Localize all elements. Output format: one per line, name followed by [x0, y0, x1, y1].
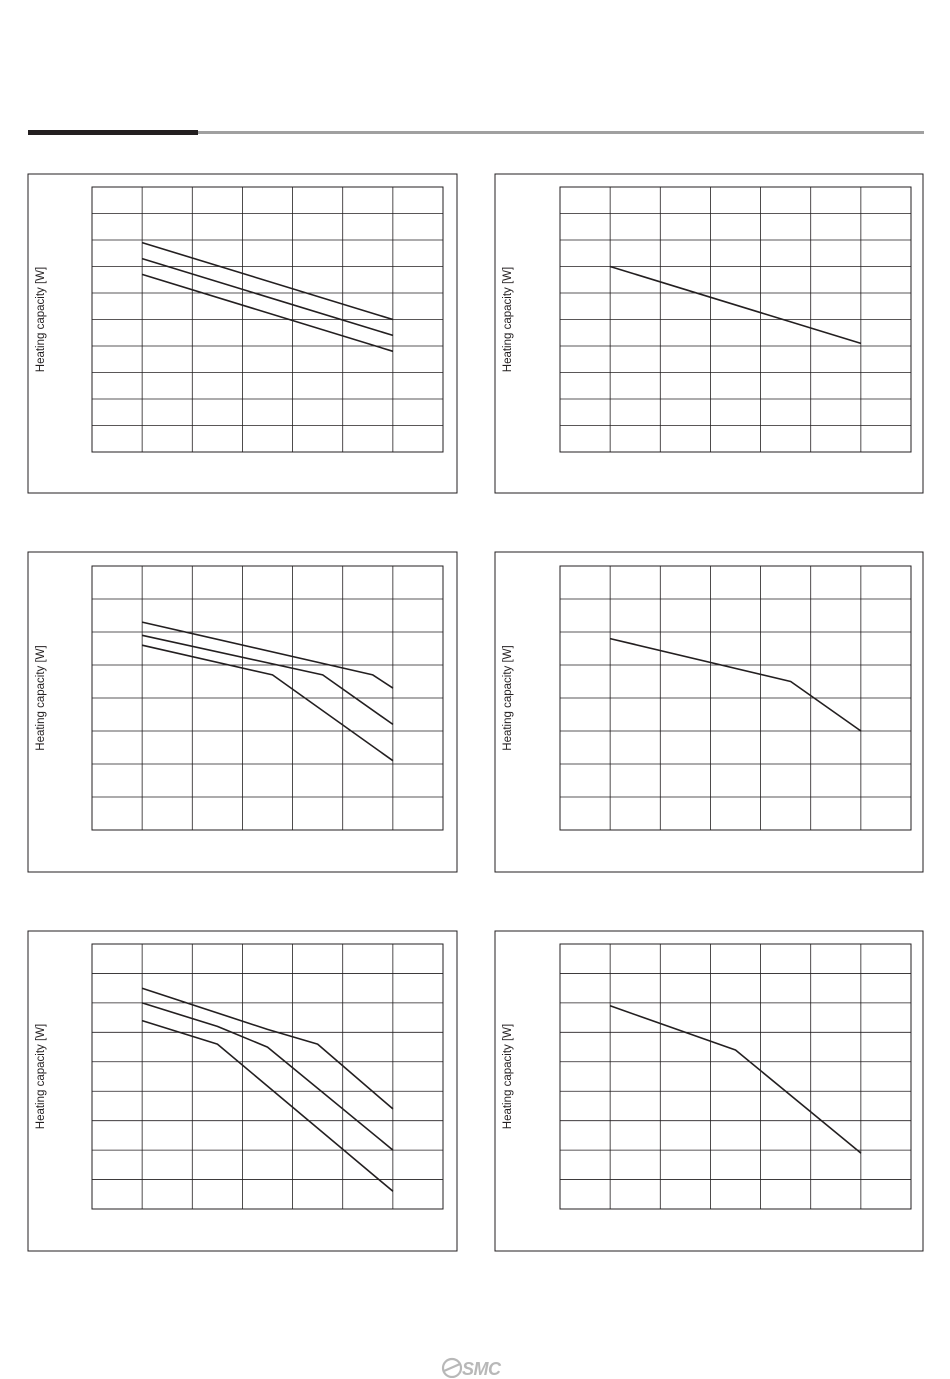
- series-line-2: [141, 634, 394, 726]
- chart-frame: [494, 173, 924, 494]
- chart-6: Heating capacity [W]: [494, 930, 924, 1252]
- series-line-1: [141, 621, 394, 689]
- series-line-3: [141, 1019, 394, 1192]
- series-line-1: [141, 987, 394, 1110]
- y-axis-label: Heating capacity [W]: [502, 645, 514, 750]
- chart-2: Heating capacity [W]: [494, 173, 924, 494]
- logo-text: SMC: [462, 1359, 502, 1378]
- plot-area: [91, 565, 444, 831]
- series-line-3: [141, 273, 394, 353]
- chart-3: Heating capacity [W]: [27, 551, 458, 873]
- chart-frame: [494, 930, 924, 1252]
- chart-5: Heating capacity [W]: [27, 930, 458, 1252]
- series-line-1: [141, 241, 394, 321]
- series-line-1: [609, 265, 862, 345]
- plot-area: [91, 186, 444, 453]
- chart-frame: [27, 930, 458, 1252]
- chart-1: Heating capacity [W]: [27, 173, 458, 494]
- chart-4: Heating capacity [W]: [494, 551, 924, 873]
- header-rule-dark: [28, 130, 198, 135]
- series-line-3: [141, 644, 394, 762]
- y-axis-label: Heating capacity [W]: [35, 645, 47, 750]
- y-axis-label: Heating capacity [W]: [502, 1024, 514, 1129]
- header-rule-light: [198, 131, 924, 134]
- series-line-1: [609, 637, 862, 732]
- chart-frame: [27, 173, 458, 494]
- series-line-1: [609, 1005, 862, 1154]
- chart-frame: [494, 551, 924, 873]
- smc-logo: SMC: [441, 1357, 503, 1378]
- logo-mark-icon: [441, 1357, 463, 1378]
- series-line-2: [141, 1002, 394, 1151]
- plot-area: [559, 186, 912, 453]
- y-axis-label: Heating capacity [W]: [35, 1024, 47, 1129]
- series-line-2: [141, 257, 394, 337]
- chart-frame: [27, 551, 458, 873]
- y-axis-label: Heating capacity [W]: [502, 267, 514, 372]
- plot-area: [559, 943, 912, 1210]
- plot-area: [91, 943, 444, 1210]
- plot-area: [559, 565, 912, 831]
- y-axis-label: Heating capacity [W]: [35, 267, 47, 372]
